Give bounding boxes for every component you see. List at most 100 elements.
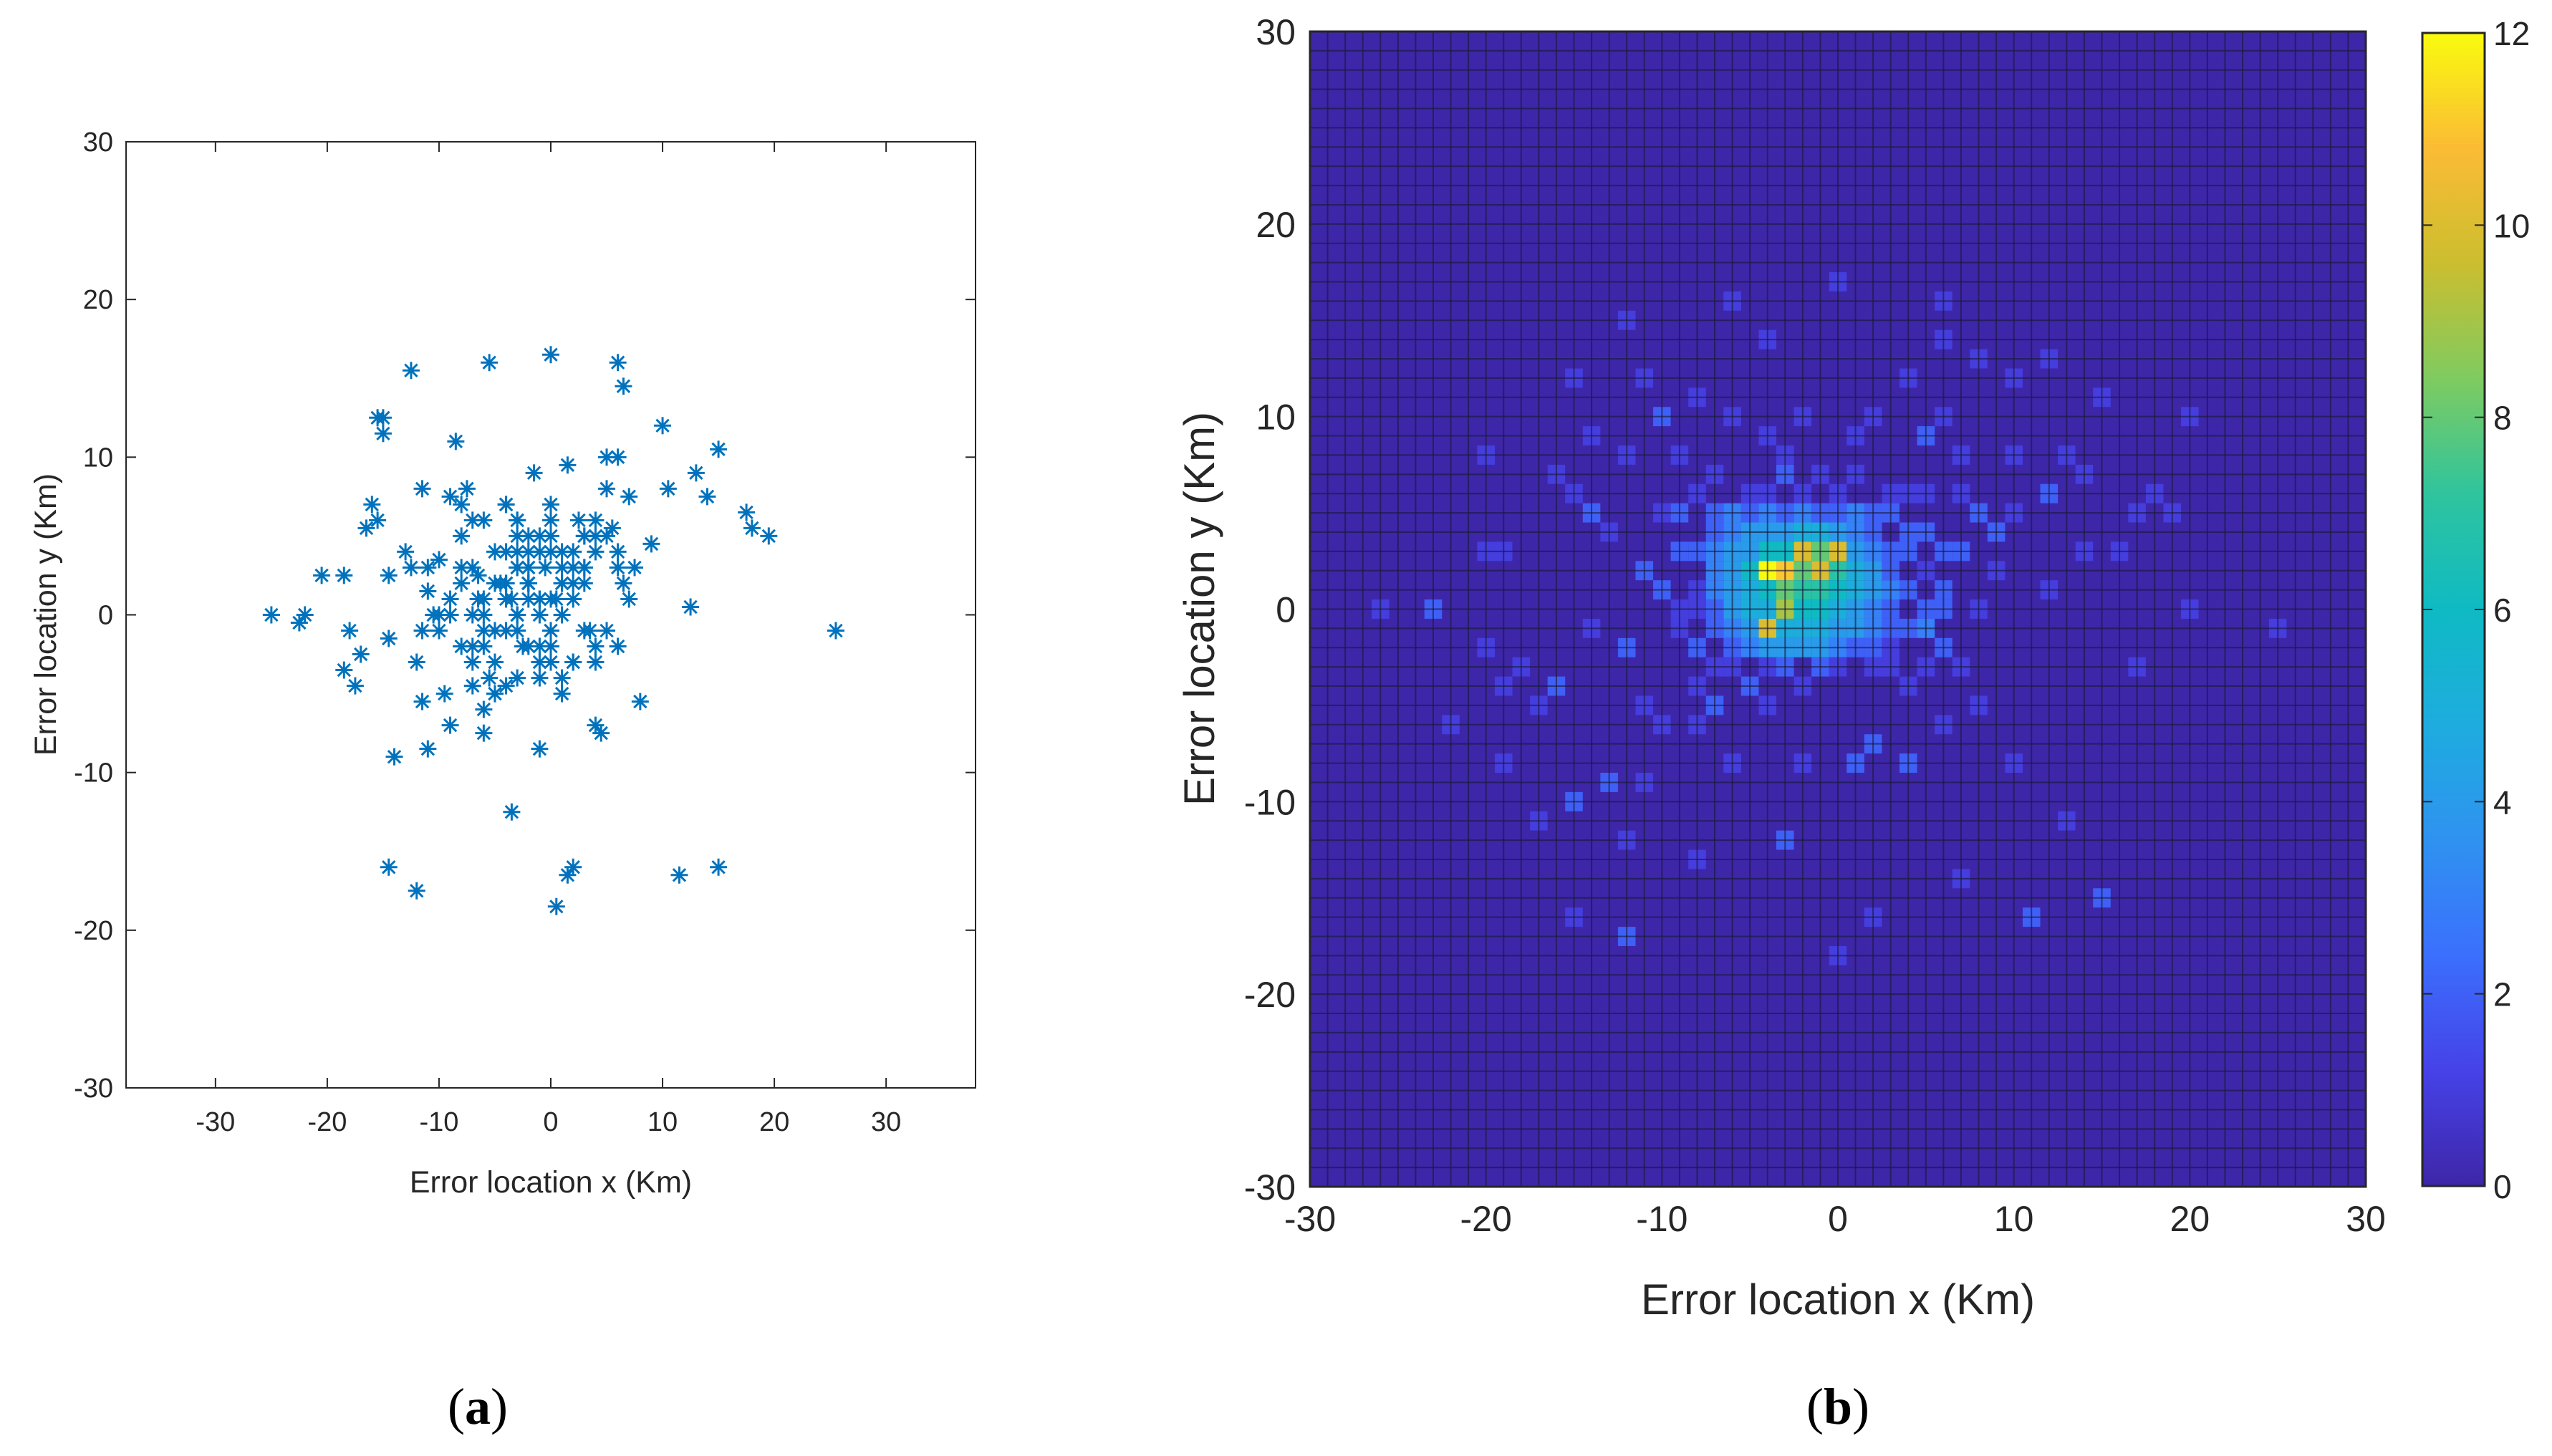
- colorbar-tick-label: 2: [2493, 976, 2512, 1013]
- scatter-point: [659, 480, 677, 498]
- scatter-point: [615, 377, 632, 395]
- scatter-point: [620, 590, 638, 608]
- scatter-plot-area: [125, 141, 976, 1089]
- scatter-point: [413, 693, 431, 710]
- scatter-point: [531, 543, 549, 561]
- scatter-point: [463, 677, 481, 695]
- scatter-point: [380, 630, 398, 647]
- scatter-point: [519, 527, 537, 545]
- scatter-point: [553, 606, 571, 624]
- scatter-point: [413, 622, 431, 640]
- scatter-point: [542, 496, 559, 514]
- scatter-point: [687, 464, 705, 482]
- scatter-point: [542, 637, 559, 655]
- scatter-point: [531, 740, 549, 758]
- scatter-point: [547, 897, 565, 915]
- scatter-point: [827, 622, 844, 640]
- scatter-point: [475, 724, 493, 742]
- scatter-point: [369, 409, 387, 427]
- scatter-point: [380, 858, 398, 876]
- colorbar: [2421, 32, 2486, 1187]
- heatmap-axes-box: [1309, 30, 2367, 1188]
- scatter-point: [598, 480, 616, 498]
- scatter-point: [609, 559, 627, 577]
- scatter-point: [374, 425, 392, 443]
- scatter-point: [609, 354, 627, 372]
- scatter-point: [587, 653, 605, 671]
- scatter-point: [463, 511, 481, 529]
- scatter-point: [509, 559, 526, 577]
- heatmap-x-tick-label: 0: [1828, 1199, 1848, 1239]
- heatmap-x-tick-label: -20: [1460, 1199, 1512, 1239]
- scatter-x-axis-label: Error location x (Km): [410, 1165, 692, 1200]
- heatmap-x-axis-label: Error location x (Km): [1641, 1276, 2035, 1324]
- scatter-point: [553, 685, 571, 703]
- scatter-point: [357, 519, 375, 537]
- scatter-point: [509, 669, 526, 687]
- scatter-point: [369, 511, 387, 529]
- scatter-point: [408, 653, 425, 671]
- scatter-point: [553, 574, 571, 592]
- scatter-point: [542, 527, 559, 545]
- scatter-point: [486, 685, 504, 703]
- scatter-y-tick-label: 0: [98, 601, 113, 631]
- scatter-y-tick-label: -10: [74, 758, 113, 789]
- scatter-point: [441, 716, 459, 734]
- heatmap-grid: [1309, 31, 2366, 1187]
- scatter-x-tick-label: -20: [307, 1107, 347, 1137]
- scatter-point: [587, 527, 605, 545]
- heatmap-y-axis-label: Error location y (Km): [1175, 412, 1223, 806]
- colorbar-ticks: 0 2 4 6 8 10 12: [2422, 15, 2530, 1205]
- scatter-point: [519, 559, 537, 577]
- heatmap-y-tick-label: -30: [1244, 1167, 1296, 1207]
- scatter-point: [486, 653, 504, 671]
- scatter-point: [497, 496, 515, 514]
- scatter-point: [575, 559, 593, 577]
- scatter-point: [531, 653, 549, 671]
- scatter-point: [463, 653, 481, 671]
- heatmap-x-tick-label: -30: [1284, 1199, 1336, 1239]
- heatmap-y-tick-label: 20: [1256, 205, 1296, 245]
- scatter-point: [419, 582, 437, 600]
- heatmap-y-tick-label: -10: [1244, 782, 1296, 822]
- scatter-point: [441, 590, 459, 608]
- scatter-point: [441, 488, 459, 506]
- scatter-point: [631, 693, 649, 710]
- scatter-point: [497, 590, 515, 608]
- scatter-point: [525, 464, 543, 482]
- scatter-x-tick-label: 0: [543, 1107, 558, 1137]
- scatter-point: [710, 440, 728, 458]
- scatter-point: [335, 661, 353, 679]
- scatter-points: [262, 346, 844, 915]
- heatmap-axis-ticks: -30 -20 -10 0 10 20 30 -30 -20 -10 0 10 20 30: [1244, 12, 2386, 1239]
- scatter-point: [598, 622, 616, 640]
- scatter-point: [447, 433, 465, 450]
- scatter-point: [542, 543, 559, 561]
- scatter-point: [341, 622, 359, 640]
- scatter-point: [710, 858, 728, 876]
- scatter-point: [441, 606, 459, 624]
- scatter-point: [419, 740, 437, 758]
- scatter-point: [509, 606, 526, 624]
- scatter-chart-panel: -30 -20 -10 0 10 20 30 -30 -20 -10 0 10 20 30 Error l…: [29, 127, 976, 1435]
- scatter-point: [587, 716, 605, 734]
- scatter-y-tick-label: 30: [83, 127, 113, 158]
- scatter-point: [738, 503, 756, 521]
- scatter-point: [453, 574, 471, 592]
- scatter-y-tick-label: 20: [83, 285, 113, 315]
- colorbar-tick-label: 12: [2493, 15, 2530, 52]
- colorbar-tick-label: 8: [2493, 400, 2512, 437]
- scatter-point: [481, 354, 499, 372]
- panel-a-label: (a): [448, 1378, 508, 1435]
- scatter-point: [587, 511, 605, 529]
- scatter-point: [620, 488, 638, 506]
- heatmap-y-tick-label: -20: [1244, 975, 1296, 1015]
- scatter-x-tick-label: -30: [196, 1107, 235, 1137]
- heatmap-y-tick-label: 10: [1256, 397, 1296, 438]
- scatter-point: [435, 685, 453, 703]
- scatter-point: [564, 543, 582, 561]
- scatter-point: [352, 645, 370, 663]
- colorbar-tick-label: 4: [2493, 784, 2512, 821]
- colorbar-tick-label: 0: [2493, 1168, 2512, 1205]
